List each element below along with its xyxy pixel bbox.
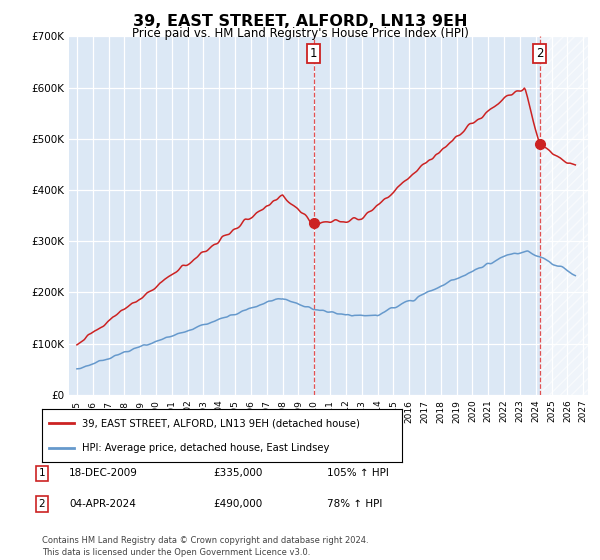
Text: 39, EAST STREET, ALFORD, LN13 9EH (detached house): 39, EAST STREET, ALFORD, LN13 9EH (detac… [82,418,359,428]
Text: Price paid vs. HM Land Registry's House Price Index (HPI): Price paid vs. HM Land Registry's House … [131,27,469,40]
Text: 105% ↑ HPI: 105% ↑ HPI [327,468,389,478]
Text: HPI: Average price, detached house, East Lindsey: HPI: Average price, detached house, East… [82,442,329,452]
Text: 1: 1 [38,468,46,478]
Text: 18-DEC-2009: 18-DEC-2009 [69,468,138,478]
Text: Contains HM Land Registry data © Crown copyright and database right 2024.
This d: Contains HM Land Registry data © Crown c… [42,536,368,557]
Text: 2: 2 [38,499,46,509]
Text: £490,000: £490,000 [213,499,262,509]
Text: 04-APR-2024: 04-APR-2024 [69,499,136,509]
Text: 39, EAST STREET, ALFORD, LN13 9EH: 39, EAST STREET, ALFORD, LN13 9EH [133,14,467,29]
Text: 78% ↑ HPI: 78% ↑ HPI [327,499,382,509]
Text: 1: 1 [310,47,317,60]
Text: £335,000: £335,000 [213,468,262,478]
Bar [540,36,599,395]
Text: 2: 2 [536,47,544,60]
